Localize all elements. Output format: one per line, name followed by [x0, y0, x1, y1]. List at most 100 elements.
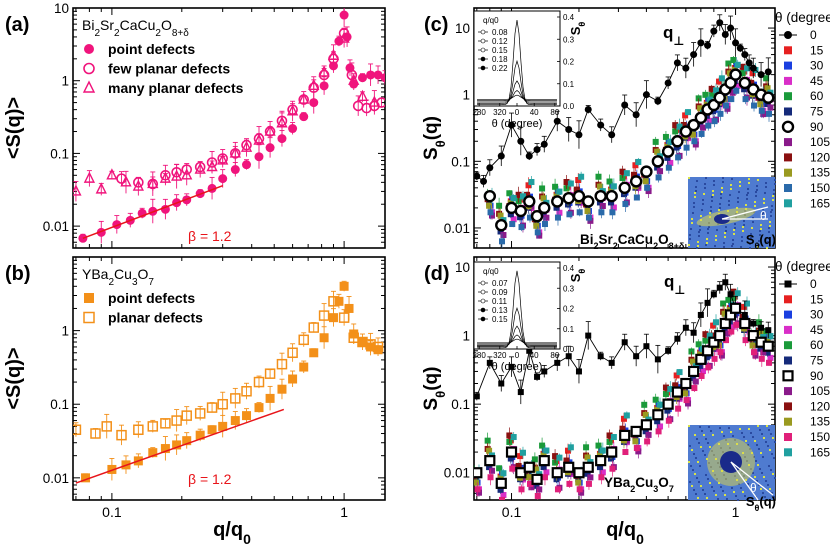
data-point-theta-90	[582, 461, 594, 473]
legend-marker	[784, 46, 792, 55]
data-point-theta-165	[623, 412, 630, 419]
image-speckle	[745, 204, 747, 206]
data-point-theta-90	[538, 455, 550, 467]
legend-label: point defects	[108, 41, 195, 57]
image-speckle	[757, 179, 759, 181]
data-point-theta-150	[509, 465, 516, 472]
inset-y-tick-label: 0.0	[563, 345, 575, 354]
image-speckle	[773, 457, 775, 459]
text-part: CaCu	[618, 232, 653, 247]
data-point-theta-0	[498, 380, 505, 387]
legend-label: 0	[810, 277, 817, 291]
legend-label: 60	[810, 338, 824, 352]
data-point-open-square	[194, 408, 206, 419]
data-point-open-triangle	[298, 92, 310, 104]
image-speckle	[766, 247, 768, 249]
image-speckle	[733, 491, 735, 493]
data-point-open-triangle	[286, 104, 299, 116]
data-point-theta-75	[654, 164, 661, 171]
data-point-theta-165	[510, 434, 517, 441]
data-point-theta-150	[576, 486, 583, 493]
data-point-theta-150	[758, 107, 765, 114]
image-speckle	[760, 488, 762, 490]
data-point-open-triangle	[327, 48, 340, 61]
x-axis-label: q/q0	[606, 519, 644, 545]
data-point-theta-75	[517, 214, 524, 221]
data-point-open-triangle	[308, 78, 320, 91]
y-tick-label: 0.1	[50, 146, 69, 161]
data-point-theta-120	[739, 63, 746, 70]
image-speckle	[771, 492, 773, 494]
data-point-theta-165	[623, 170, 630, 177]
data-point-theta-90	[695, 353, 707, 365]
text-part: S	[746, 232, 755, 247]
image-speckle	[743, 436, 745, 438]
data-point-theta-0	[710, 291, 717, 298]
data-point-filled-square	[334, 296, 344, 306]
data-point-open-triangle	[264, 124, 276, 136]
data-point-theta-90	[687, 118, 700, 132]
inset-curve	[477, 94, 557, 100]
text-part: q/q	[213, 519, 243, 541]
image-speckle	[704, 493, 706, 495]
data-point-filled-circle	[230, 165, 240, 175]
data-point-theta-165	[767, 333, 774, 340]
image-speckle	[697, 461, 699, 463]
image-speckle	[734, 223, 736, 225]
data-point-theta-135	[525, 474, 532, 481]
data-point-theta-0	[727, 24, 735, 32]
data-point-theta-150	[498, 496, 505, 500]
text-part: 7	[669, 484, 674, 494]
inset-x-tick-label: 80	[550, 108, 559, 117]
inset-curve	[477, 270, 557, 349]
data-point-theta-135	[697, 105, 704, 112]
image-speckle	[707, 228, 709, 230]
data-point-theta-105	[645, 431, 652, 438]
image-speckle	[719, 207, 721, 209]
data-point-theta-75	[540, 464, 547, 471]
data-point-theta-75	[540, 211, 547, 218]
text-part: θ	[755, 503, 760, 513]
data-point-theta-90	[688, 365, 700, 378]
data-point-theta-120	[552, 453, 559, 460]
text-part: O	[138, 266, 149, 282]
data-point-theta-165	[713, 87, 720, 94]
inset-x-tick-label: 0	[515, 108, 520, 117]
data-point-theta-0	[608, 359, 615, 366]
data-point-theta-0	[541, 368, 548, 375]
data-point-theta-90	[729, 68, 742, 81]
data-point-theta-165	[734, 290, 741, 297]
data-point-theta-0	[704, 41, 712, 49]
image-speckle	[754, 476, 756, 478]
image-speckle	[697, 497, 699, 499]
data-point-open-square	[372, 341, 384, 353]
data-point-theta-90	[573, 467, 585, 479]
data-point-theta-0	[758, 324, 765, 331]
data-point-theta-0	[704, 299, 711, 306]
data-point-filled-square	[319, 333, 329, 343]
data-point-open-triangle	[159, 171, 172, 183]
panel-c-data	[474, 14, 775, 248]
image-speckle	[774, 179, 776, 181]
data-point-theta-120	[506, 432, 513, 439]
data-point-theta-135	[689, 358, 696, 365]
y-tick-label: 0.1	[50, 397, 69, 412]
image-speckle	[722, 490, 724, 492]
text-part: θ	[433, 140, 448, 147]
data-point-theta-75	[697, 362, 704, 369]
data-point-theta-120	[662, 384, 669, 391]
data-point-theta-60	[496, 202, 503, 209]
image-speckle	[755, 191, 757, 193]
image-speckle	[771, 209, 773, 211]
data-point-theta-75	[596, 199, 603, 206]
data-point-theta-75	[703, 112, 710, 119]
image-speckle	[741, 432, 743, 434]
data-point-theta-105	[488, 212, 495, 219]
data-point-open-square	[116, 429, 127, 441]
inset-legend-marker	[480, 280, 486, 286]
data-point-theta-135	[721, 310, 728, 317]
inset-y-label: Sθ	[568, 269, 587, 283]
image-speckle	[772, 437, 774, 439]
inset-y-tick-label: 0.2	[563, 305, 575, 314]
image-speckle	[690, 465, 692, 467]
